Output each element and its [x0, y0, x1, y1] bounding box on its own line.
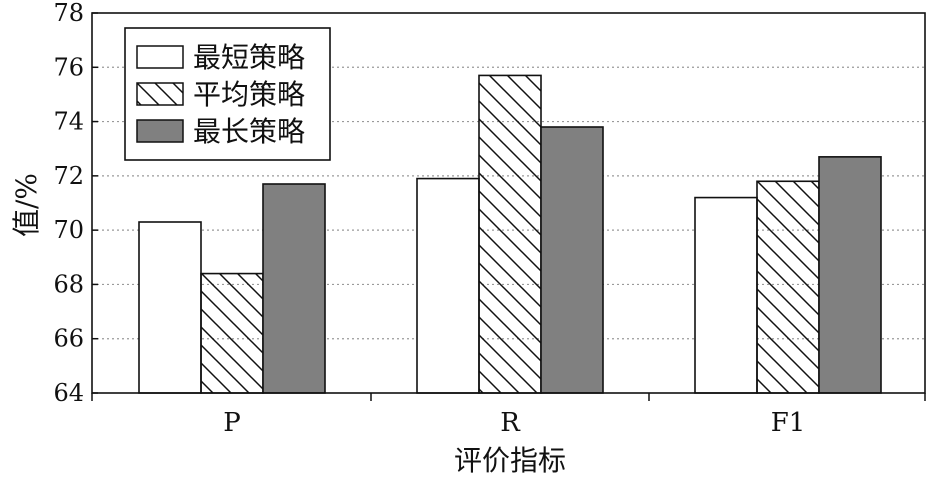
legend-swatch — [136, 45, 184, 69]
y-tick-label: 68 — [53, 270, 84, 298]
y-tick-label: 64 — [53, 379, 84, 407]
y-tick-label: 66 — [53, 325, 84, 353]
bars — [138, 74, 882, 394]
legend-label: 最短策略 — [193, 41, 305, 74]
bar-P-1 — [138, 221, 202, 394]
y-tick-label: 70 — [53, 216, 84, 244]
legend-label: 最长策略 — [193, 115, 305, 148]
y-tick-label: 72 — [53, 162, 84, 190]
x-tick-label: R — [500, 408, 521, 438]
bar-R-3 — [540, 126, 604, 394]
bar-F1-3 — [818, 156, 882, 394]
bar-R-1 — [416, 177, 480, 394]
x-axis-title: 评价指标 — [454, 444, 566, 477]
axes — [91, 12, 926, 401]
bar-F1-1 — [694, 196, 758, 394]
x-tick-label: F1 — [771, 408, 806, 438]
plot-frame — [91, 12, 926, 394]
bar-R-2 — [478, 74, 542, 394]
y-axis-title: 值/% — [10, 173, 43, 237]
y-tick-label: 74 — [53, 108, 84, 136]
legend-label: 平均策略 — [193, 78, 305, 111]
legend-swatch — [136, 119, 184, 143]
y-tick-label: 78 — [53, 0, 84, 27]
x-tick-label: P — [223, 408, 241, 438]
y-tick-label: 76 — [53, 53, 84, 81]
bar-P-2 — [200, 272, 264, 394]
bar-P-3 — [262, 183, 326, 394]
legend-swatch — [136, 82, 184, 106]
tick-labels: 64 66 68 70 72 74 76 78 P R F1 — [53, 0, 805, 438]
bar-F1-2 — [756, 180, 820, 394]
